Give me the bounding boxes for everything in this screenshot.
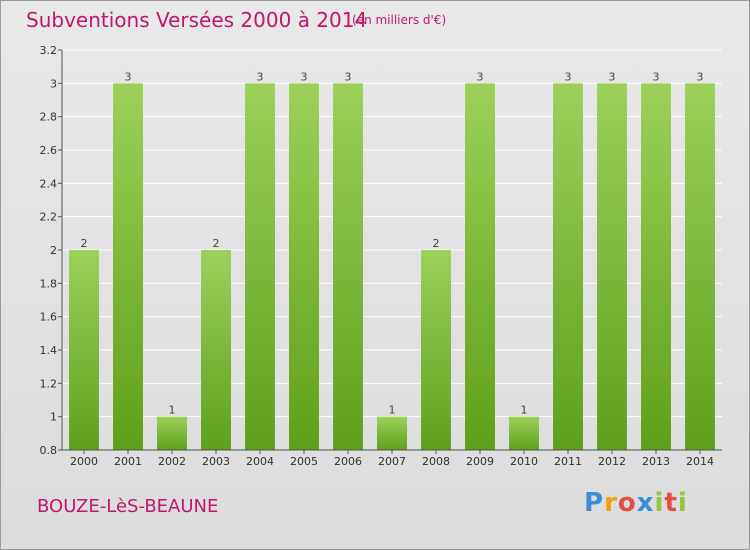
bars-layer: 2 3 1 2 3 3 3 1 2 3 1 3 3 3 3 [69, 70, 715, 450]
y-tick-label: 1 [50, 411, 57, 424]
y-tick-label: 0.8 [40, 444, 58, 457]
x-tick-label: 2009 [466, 455, 494, 468]
logo-letter: r [604, 488, 618, 518]
data-label: 1 [169, 404, 176, 417]
y-tick-label: 1.2 [40, 377, 58, 390]
data-label: 3 [609, 70, 616, 83]
bar-2009 [465, 83, 495, 450]
x-tick-label: 2000 [70, 455, 98, 468]
data-label: 3 [565, 70, 572, 83]
y-tick-label: 3.2 [40, 44, 58, 57]
x-tick-label: 2007 [378, 455, 406, 468]
logo-letter: P [584, 488, 605, 518]
data-label: 3 [257, 70, 264, 83]
bar-2011 [553, 83, 583, 450]
x-tick-label: 2004 [246, 455, 274, 468]
logo-letter: o [617, 488, 637, 518]
x-tick-label: 2011 [554, 455, 582, 468]
x-tick-label: 2005 [290, 455, 318, 468]
bar-2012 [597, 83, 627, 450]
bar-2000 [69, 250, 99, 450]
proxiti-logo[interactable]: Proxiti [584, 488, 688, 518]
bar-2006 [333, 83, 363, 450]
commune-name: BOUZE-LèS-BEAUNE [37, 496, 219, 517]
data-label: 3 [697, 70, 704, 83]
bar-2005 [289, 83, 319, 450]
bar-2003 [201, 250, 231, 450]
logo-letter: x [636, 488, 655, 518]
axis-layer: 0.8 1 1.2 1.4 1.6 1.8 2 2.2 2.4 2.6 2.8 3 3.2 2000 200… [40, 44, 722, 468]
data-label: 2 [213, 237, 220, 250]
logo-letter: t [664, 488, 678, 518]
y-tick-label: 1.4 [40, 344, 58, 357]
x-tick-label: 2008 [422, 455, 450, 468]
data-label: 1 [389, 404, 396, 417]
x-tick-label: 2014 [686, 455, 714, 468]
bar-2002 [157, 416, 187, 450]
y-tick-label: 1.6 [40, 311, 58, 324]
y-tick-label: 2 [50, 244, 57, 257]
y-tick-label: 1.8 [40, 277, 58, 290]
x-tick-label: 2003 [202, 455, 230, 468]
chart-title: Subventions Versées 2000 à 2014 [26, 8, 368, 32]
data-label: 1 [521, 404, 528, 417]
y-tick-label: 2.6 [40, 144, 58, 157]
data-label: 3 [125, 70, 132, 83]
y-tick-label: 2.8 [40, 111, 58, 124]
data-label: 2 [81, 237, 88, 250]
x-tick-label: 2001 [114, 455, 142, 468]
y-tick-label: 2.4 [40, 177, 58, 190]
x-tick-label: 2002 [158, 455, 186, 468]
x-tick-label: 2010 [510, 455, 538, 468]
x-tick-label: 2013 [642, 455, 670, 468]
data-label: 3 [653, 70, 660, 83]
bar-2010 [509, 416, 539, 450]
x-tick-label: 2012 [598, 455, 626, 468]
chart-subtitle: (en milliers d'€) [352, 13, 447, 27]
data-label: 3 [477, 70, 484, 83]
x-tick-label: 2006 [334, 455, 362, 468]
bar-2004 [245, 83, 275, 450]
data-label: 3 [301, 70, 308, 83]
bar-2013 [641, 83, 671, 450]
logo-letter: i [654, 488, 665, 518]
bar-2007 [377, 416, 407, 450]
data-label: 3 [345, 70, 352, 83]
logo-letter: i [677, 488, 688, 518]
data-label: 2 [433, 237, 440, 250]
bar-2001 [113, 83, 143, 450]
y-tick-label: 3 [50, 77, 57, 90]
bar-2008 [421, 250, 451, 450]
y-tick-label: 2.2 [40, 211, 58, 224]
bar-2014 [685, 83, 715, 450]
